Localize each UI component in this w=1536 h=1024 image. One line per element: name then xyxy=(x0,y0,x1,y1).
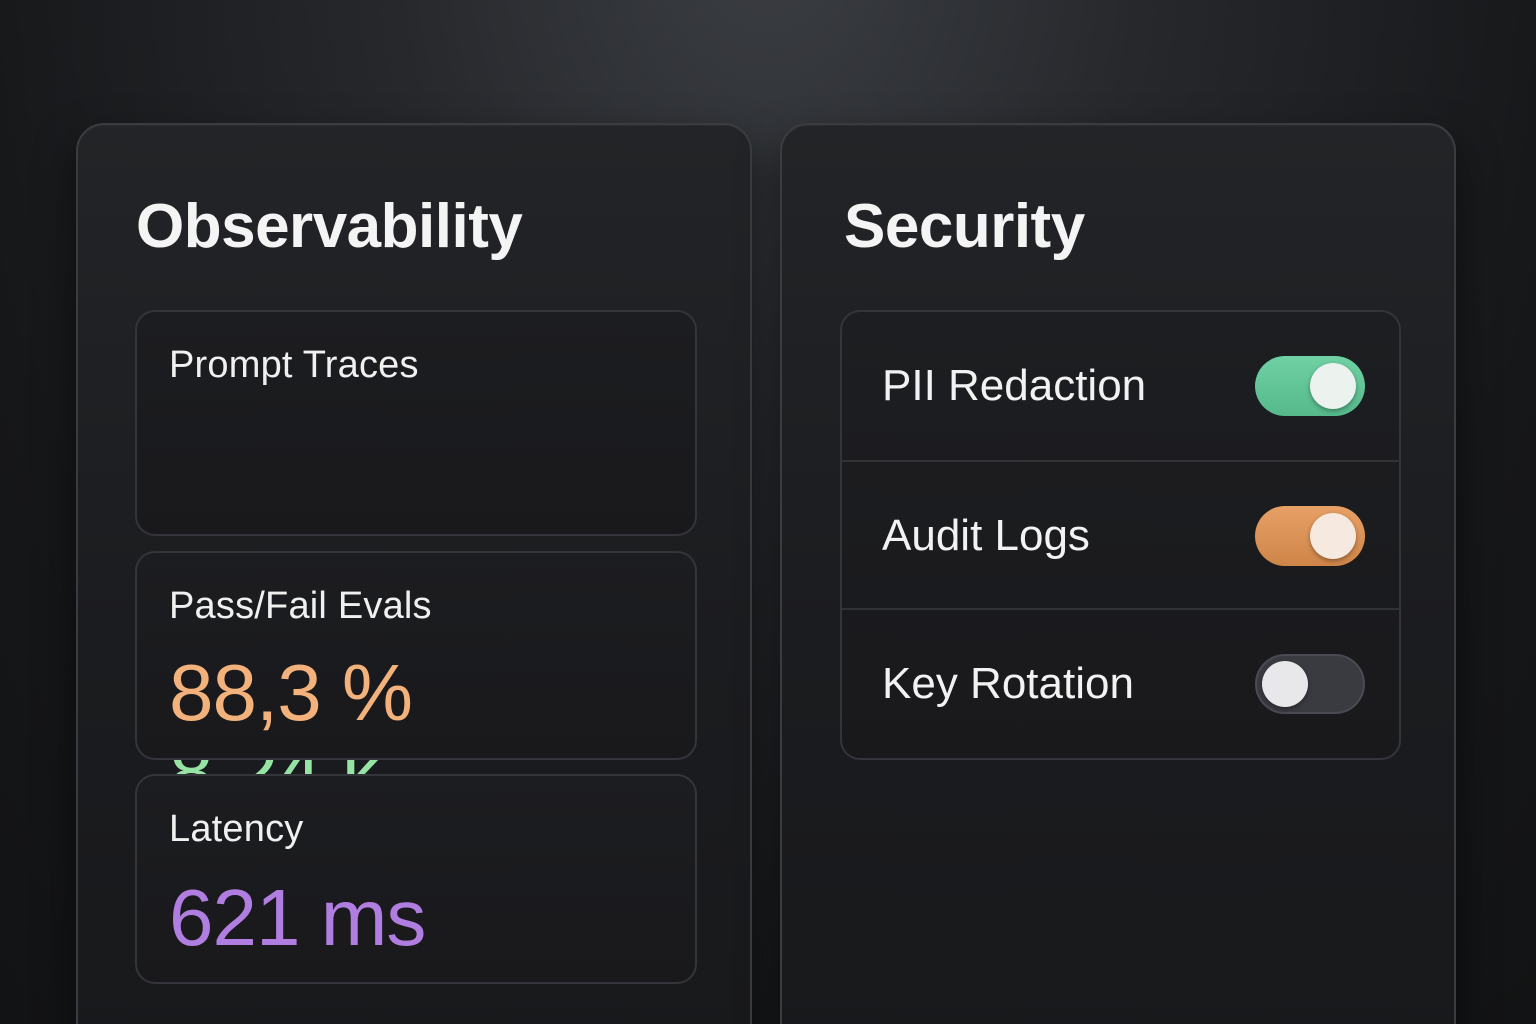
toggle-knob xyxy=(1310,363,1356,409)
toggle-row-key-rotation: Key Rotation xyxy=(842,608,1399,758)
security-toggle-list: PII Redaction Audit Logs Key Rotation xyxy=(840,310,1401,760)
metric-value: 621 ms xyxy=(169,873,426,962)
latency-card[interactable]: Latency 621 ms xyxy=(135,774,697,984)
metric-label: Prompt Traces xyxy=(169,344,419,386)
toggle-label: PII Redaction xyxy=(882,361,1147,410)
security-title: Security xyxy=(844,192,1085,261)
toggle-label: Key Rotation xyxy=(882,659,1134,708)
metric-label: Latency xyxy=(169,808,304,850)
toggle-row-audit-logs: Audit Logs xyxy=(842,460,1399,610)
key-rotation-toggle[interactable] xyxy=(1255,654,1365,714)
toggle-label: Audit Logs xyxy=(882,511,1090,560)
pii-redaction-toggle[interactable] xyxy=(1255,356,1365,416)
audit-logs-toggle[interactable] xyxy=(1255,506,1365,566)
toggle-row-pii-redaction: PII Redaction xyxy=(842,312,1399,460)
observability-title: Observability xyxy=(136,192,523,261)
metric-value: 88,3 % xyxy=(169,648,413,737)
toggle-knob xyxy=(1262,661,1308,707)
pass-fail-evals-card[interactable]: Pass/Fail Evals 88,3 % xyxy=(135,551,697,760)
prompt-traces-card[interactable]: Prompt Traces 8,24 k xyxy=(135,310,697,812)
toggle-knob xyxy=(1310,513,1356,559)
metric-label: Pass/Fail Evals xyxy=(169,585,432,627)
